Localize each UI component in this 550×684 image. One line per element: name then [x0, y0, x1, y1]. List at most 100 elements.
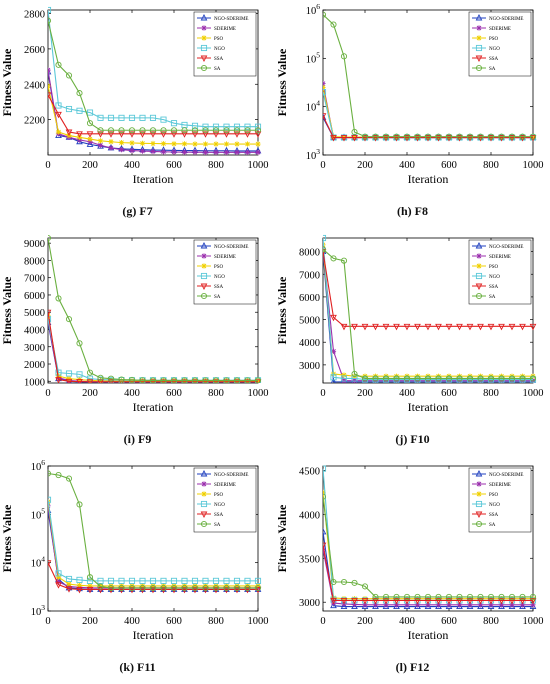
data-point [65, 475, 73, 482]
data-point [404, 377, 410, 383]
data-point [55, 295, 62, 302]
x-tick-label: 600 [441, 616, 457, 627]
data-point [244, 123, 251, 130]
data-point [87, 583, 93, 589]
x-tick-label: 600 [166, 388, 182, 399]
data-point [149, 577, 157, 584]
data-point [76, 107, 83, 114]
data-point [65, 129, 73, 136]
data-point [48, 92, 52, 99]
data-point [128, 114, 136, 121]
data-point [445, 375, 453, 382]
x-tick-label: 0 [320, 616, 325, 627]
data-point [244, 377, 251, 383]
data-point [393, 323, 400, 331]
series-line [323, 14, 533, 138]
data-point [498, 377, 505, 383]
legend-label: NGO-SDERIME [489, 473, 523, 478]
data-point [202, 577, 209, 584]
x-tick-label: 600 [166, 616, 182, 627]
series-line [323, 544, 533, 601]
data-point [223, 141, 230, 147]
data-point [97, 114, 104, 121]
data-point [65, 370, 73, 377]
legend-marker [475, 55, 483, 62]
y-tick-label: 5000 [24, 308, 45, 319]
data-point [139, 127, 146, 134]
panel-caption: (j) F10 [395, 432, 430, 446]
data-point [55, 574, 62, 580]
y-tick-label: 7000 [24, 274, 45, 285]
y-tick-label: 4500 [299, 466, 320, 477]
series-line [48, 20, 258, 131]
legend-label: PSO [214, 493, 224, 498]
data-point [129, 583, 135, 589]
data-point [213, 141, 219, 147]
x-axis-label: Iteration [133, 172, 174, 186]
legend: NGO-SDERIME SDERIME PSO NGO SSA SA [468, 11, 532, 77]
legend-label: SDERIME [214, 255, 236, 260]
data-point [87, 139, 93, 145]
data-point [160, 149, 167, 155]
data-point [97, 127, 104, 134]
legend: NGO-SDERIME SDERIME PSO NGO SSA SA [468, 467, 532, 533]
data-point [254, 584, 262, 591]
series-ssa [323, 113, 537, 142]
data-point [86, 369, 94, 376]
data-point [191, 127, 199, 134]
x-tick-label: 1000 [248, 616, 269, 627]
data-point [361, 323, 369, 331]
data-point [76, 371, 83, 378]
data-point [118, 127, 125, 134]
legend-marker [475, 511, 483, 518]
data-point [487, 133, 495, 140]
legend-label: NGO [214, 503, 225, 508]
data-point [330, 21, 337, 28]
legend-label: NGO-SDERIME [214, 17, 248, 22]
data-point [212, 377, 220, 383]
data-point [519, 135, 526, 142]
data-point [529, 598, 537, 605]
y-tick-label: 2000 [24, 360, 45, 371]
y-axis-label: Fitness Value [0, 276, 14, 344]
data-point [86, 586, 94, 594]
legend-marker [475, 520, 483, 528]
x-tick-label: 400 [399, 616, 415, 627]
data-point [202, 131, 209, 138]
data-point [97, 586, 104, 594]
data-point [393, 377, 400, 383]
data-point [244, 141, 251, 147]
chart-svg: 0 200 400 600 800 1000 3000 3500 4000 4500 Iterati… [275, 465, 544, 642]
data-point [414, 133, 421, 140]
data-point [66, 581, 72, 587]
chart-panel: 0 200 400 600 800 1000 103 104 105 106 Iteration Fi… [275, 0, 550, 228]
data-point [424, 375, 432, 382]
data-point [445, 323, 453, 331]
y-tick-label: 2200 [24, 116, 45, 127]
data-point [340, 53, 348, 60]
data-point [107, 375, 115, 382]
data-point [65, 586, 73, 593]
data-point [445, 598, 453, 605]
data-point [48, 17, 52, 24]
data-point [445, 593, 453, 600]
data-point [223, 583, 230, 589]
data-point [477, 598, 484, 605]
data-point [149, 127, 157, 134]
panel-caption: (h) F8 [397, 204, 428, 218]
panel-caption: (l) F12 [395, 660, 430, 674]
legend-marker [200, 500, 208, 508]
y-tick-label: 6000 [24, 291, 45, 302]
data-point [55, 369, 62, 376]
data-point [382, 323, 390, 331]
legend-label: SA [214, 67, 221, 72]
data-point [351, 128, 358, 135]
data-point [435, 377, 442, 383]
legend-marker [475, 272, 483, 280]
series-sa [48, 234, 262, 383]
data-point [362, 602, 368, 608]
series-line [48, 499, 258, 582]
data-point [55, 102, 62, 109]
data-point [340, 598, 348, 605]
data-point [382, 598, 390, 605]
